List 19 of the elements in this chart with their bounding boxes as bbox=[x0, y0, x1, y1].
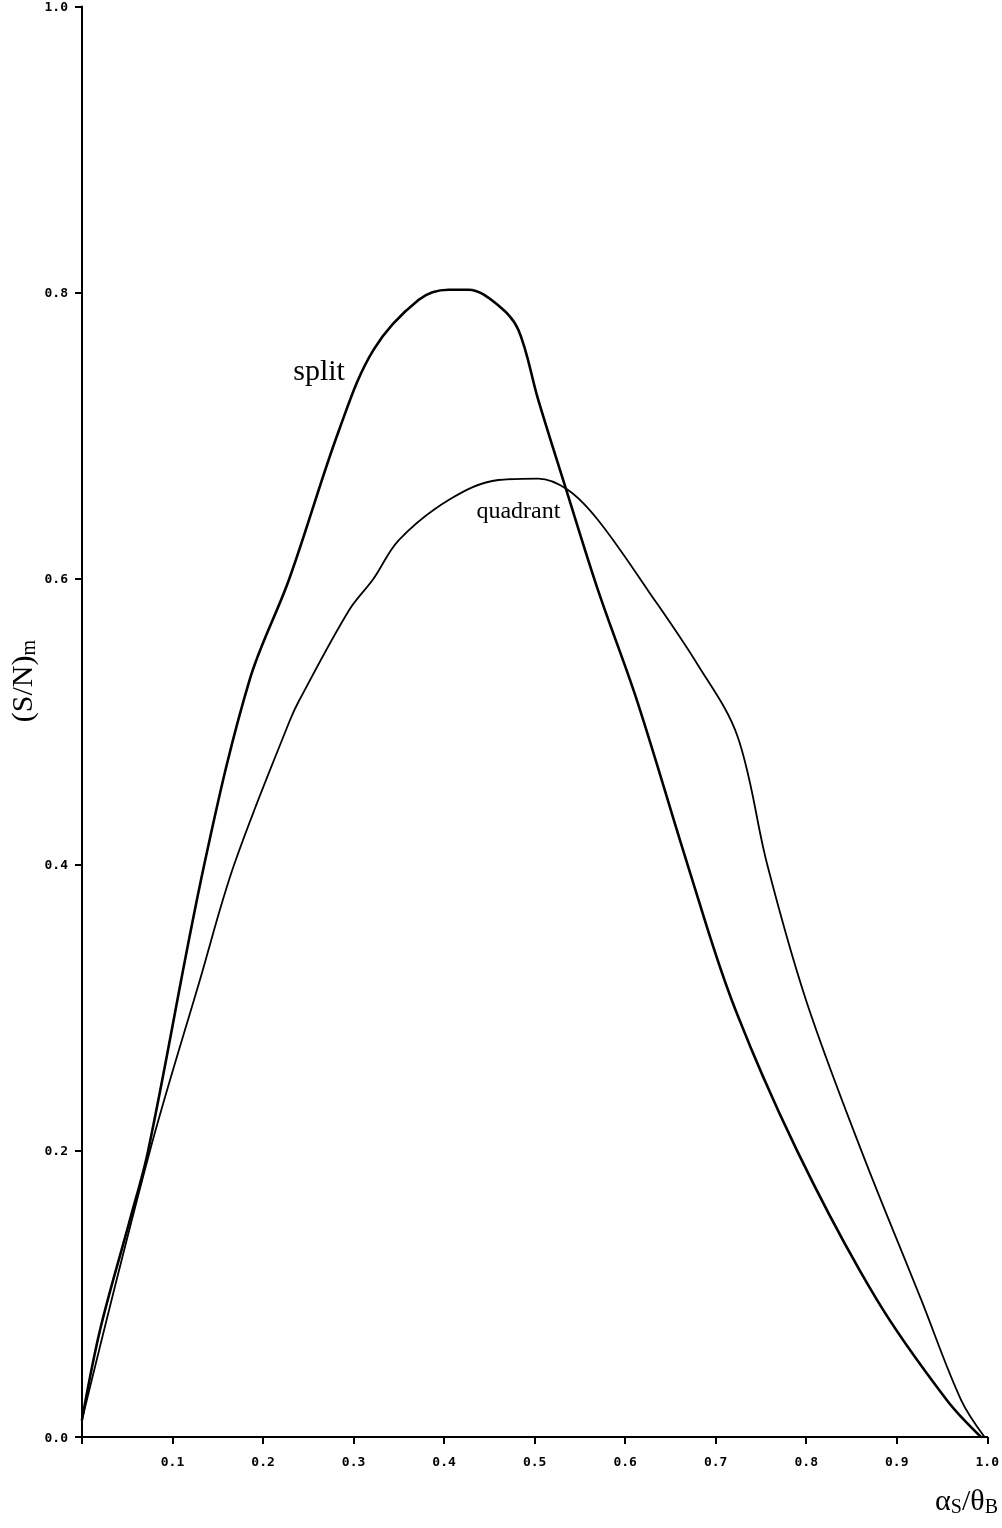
x-tick-label: 0.6 bbox=[613, 1454, 638, 1469]
y-tick-label: 0.4 bbox=[44, 857, 69, 873]
y-tick-label: 0.8 bbox=[44, 285, 69, 301]
x-tick-label: 0.3 bbox=[341, 1454, 366, 1469]
y-tick-label: 0.0 bbox=[44, 1429, 69, 1445]
series-label: quadrant bbox=[476, 497, 561, 523]
y-axis-title: (S/N)m bbox=[4, 639, 39, 723]
x-tick-label: 0.4 bbox=[432, 1454, 457, 1469]
x-tick-label: 0.7 bbox=[703, 1454, 728, 1469]
x-tick-label: 0.5 bbox=[522, 1454, 547, 1469]
x-tick-label: 0.1 bbox=[160, 1454, 185, 1469]
x-tick-label: 0.2 bbox=[251, 1454, 275, 1469]
y-tick-label: 1.0 bbox=[44, 0, 69, 14]
series-label: split bbox=[293, 353, 346, 387]
x-tick-label: 1.0 bbox=[975, 1454, 1000, 1469]
y-tick-label: 0.2 bbox=[44, 1143, 68, 1159]
x-tick-label: 0.8 bbox=[794, 1454, 819, 1469]
x-tick-label: 0.9 bbox=[884, 1454, 909, 1469]
y-tick-label: 0.6 bbox=[44, 571, 69, 587]
